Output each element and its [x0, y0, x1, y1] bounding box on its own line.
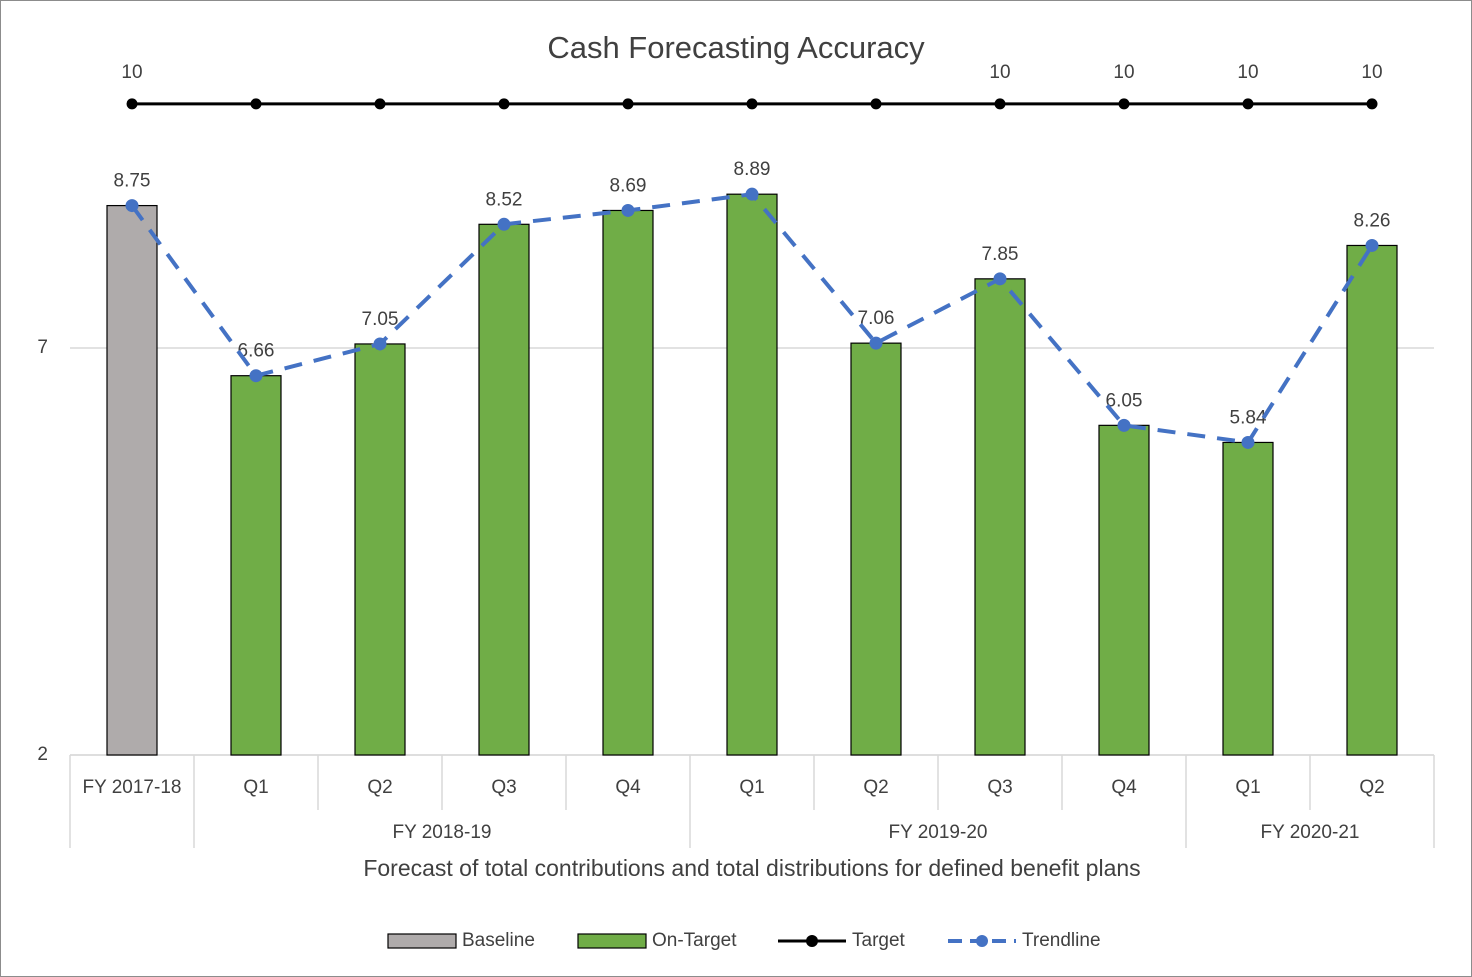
- line-marker: [125, 199, 139, 213]
- line-marker: [870, 98, 882, 110]
- bar: [354, 343, 406, 756]
- bar: [478, 223, 530, 756]
- line-marker: [498, 98, 510, 110]
- line-marker: [1365, 238, 1379, 252]
- line-marker: [126, 98, 138, 110]
- data-label: 8.89: [734, 159, 771, 180]
- data-label: 6.66: [238, 341, 275, 362]
- bar: [974, 278, 1026, 756]
- data-label: 6.05: [1106, 390, 1143, 411]
- line-marker: [622, 98, 634, 110]
- group-label: FY 2020-21: [1261, 822, 1360, 843]
- x-axis-title: Forecast of total contributions and tota…: [363, 855, 1140, 881]
- data-label: 8.75: [114, 171, 151, 192]
- line-marker: [1366, 98, 1378, 110]
- data-label: 8.26: [1354, 210, 1391, 231]
- x-tick-label: Q2: [367, 777, 392, 798]
- x-tick-label: Q2: [863, 777, 888, 798]
- x-tick-label: FY 2017-18: [83, 777, 182, 798]
- bar: [106, 204, 158, 756]
- line-marker: [1242, 98, 1254, 110]
- data-label: 8.69: [610, 175, 647, 196]
- legend-label: On-Target: [652, 930, 737, 951]
- line-marker: [869, 336, 883, 350]
- data-label: 8.52: [486, 189, 523, 210]
- x-tick-label: Q4: [615, 777, 641, 798]
- legend-marker: [976, 935, 988, 947]
- group-label: FY 2019-20: [889, 822, 988, 843]
- bar: [1222, 441, 1274, 756]
- line-marker: [374, 98, 386, 110]
- data-label: 10: [121, 62, 142, 83]
- line-marker: [1241, 435, 1255, 449]
- bar: [1346, 244, 1398, 756]
- line-marker: [994, 98, 1006, 110]
- line-marker: [497, 217, 511, 231]
- line-marker: [250, 98, 262, 110]
- data-label: 10: [1361, 62, 1382, 83]
- legend-label: Trendline: [1022, 930, 1101, 951]
- data-label: 10: [1237, 62, 1258, 83]
- legend-label: Baseline: [462, 930, 535, 951]
- line-marker: [1117, 418, 1131, 432]
- bar: [602, 209, 654, 756]
- line-marker: [621, 203, 635, 217]
- x-tick-label: Q3: [491, 777, 516, 798]
- x-tick-label: Q1: [1235, 777, 1260, 798]
- line-marker: [993, 272, 1007, 286]
- line-marker: [745, 187, 759, 201]
- legend-marker: [806, 935, 818, 947]
- line-marker: [1118, 98, 1130, 110]
- data-label: 10: [989, 62, 1010, 83]
- x-tick-label: Q1: [243, 777, 268, 798]
- x-tick-label: Q1: [739, 777, 764, 798]
- x-tick-label: Q2: [1359, 777, 1384, 798]
- data-label: 5.84: [1230, 407, 1267, 428]
- line-marker: [746, 98, 758, 110]
- group-label: FY 2018-19: [393, 822, 492, 843]
- x-tick-label: Q3: [987, 777, 1012, 798]
- data-label: 10: [1113, 62, 1134, 83]
- line-marker: [249, 369, 263, 383]
- data-label: 7.05: [362, 309, 399, 330]
- legend-swatch: [387, 933, 457, 949]
- y-tick-label: 7: [37, 337, 48, 358]
- y-tick-label: 2: [37, 744, 48, 765]
- legend-swatch: [577, 933, 647, 949]
- data-label: 7.06: [858, 308, 895, 329]
- bar: [850, 342, 902, 756]
- chart-title: Cash Forecasting Accuracy: [547, 30, 925, 65]
- x-tick-label: Q4: [1111, 777, 1137, 798]
- bar: [1098, 424, 1150, 756]
- line-marker: [373, 337, 387, 351]
- bar: [726, 193, 778, 756]
- legend-label: Target: [852, 930, 906, 951]
- bar: [230, 375, 282, 756]
- data-label: 7.85: [982, 244, 1019, 265]
